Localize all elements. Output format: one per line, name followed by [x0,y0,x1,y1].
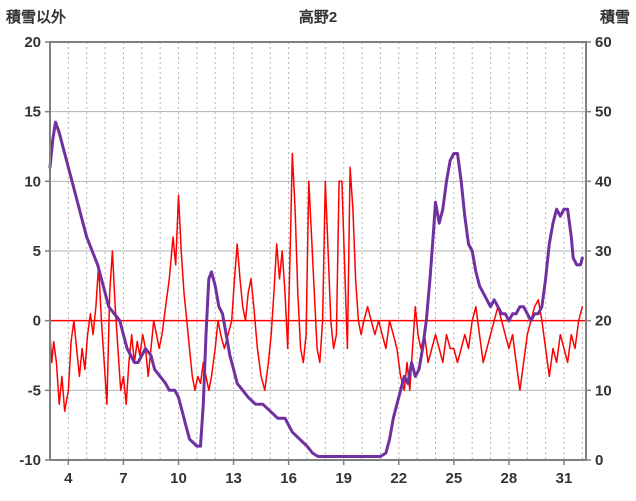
y-right-tick-label: 60 [595,34,612,51]
y-right-tick-label: 0 [595,452,603,469]
chart-title: 高野2 [298,9,338,26]
x-tick-label: 19 [335,470,352,487]
x-tick-label: 16 [280,470,297,487]
x-tick-label: 4 [64,470,73,487]
x-tick-label: 13 [225,470,242,487]
y-right-tick-label: 50 [595,104,612,121]
y-left-tick-label: -10 [19,452,41,469]
y-right-tick-label: 20 [595,313,612,330]
y-left-tick-label: 10 [24,173,41,190]
y-left-tick-label: 20 [24,34,41,51]
x-tick-label: 22 [390,470,407,487]
y-left-tick-label: -5 [28,382,41,399]
y-left-tick-label: 0 [33,313,41,330]
x-tick-label: 28 [501,470,518,487]
series-line-red [49,152,584,412]
x-tick-label: 10 [170,470,187,487]
y-left-tick-label: 5 [33,243,41,260]
y-right-tick-label: 30 [595,243,612,260]
x-tick-label: 25 [445,470,462,487]
right-axis-title: 積雪 [599,9,630,26]
y-right-tick-label: 10 [595,382,612,399]
left-axis-title: 積雪以外 [6,9,67,26]
series-line-purple [48,120,584,458]
x-tick-label: 31 [556,470,573,487]
y-right-tick-label: 40 [595,173,612,190]
x-tick-label: 7 [119,470,127,487]
y-left-tick-label: 15 [24,104,41,121]
